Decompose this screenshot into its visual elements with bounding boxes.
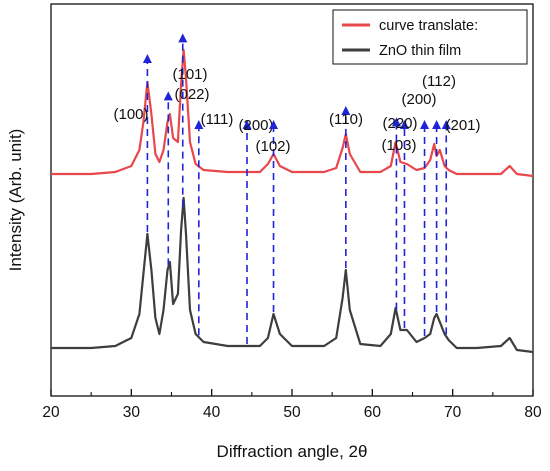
series-layer [51, 48, 534, 354]
series-line-zno-thin-film [51, 196, 534, 354]
peak-arrow [432, 120, 442, 129]
peak-arrow [399, 120, 409, 129]
peak-annotations: (100)(022)(101)(111) (200)(102)(110)(103)… [113, 33, 481, 344]
peak-label: (112) [422, 73, 456, 90]
peak-label: (111) [201, 111, 234, 128]
peak-label: (110) [329, 111, 363, 128]
x-tick-label: 30 [123, 404, 141, 421]
peak-label: (102) [255, 138, 290, 155]
x-tick-label: 80 [524, 404, 542, 421]
legend: curve translate: ZnO thin film [332, 9, 528, 65]
peak-label: (200) [238, 117, 273, 134]
peak-arrow [242, 120, 252, 129]
x-tick-label: 40 [203, 404, 221, 421]
peak-label: (200) [401, 91, 436, 108]
x-axis-ticks: 20 30 40 50 60 70 80 [42, 389, 542, 421]
peak-arrow [420, 120, 430, 129]
legend-label-zno-thin-film: ZnO thin film [379, 43, 461, 59]
peak-label: (100) [113, 106, 148, 123]
x-axis-title: Diffraction angle, 2θ [217, 442, 368, 461]
peak-arrow [391, 117, 401, 127]
peak-label: (201) [445, 117, 480, 134]
peak-label: (220) [382, 115, 417, 132]
peak-arrow [142, 54, 152, 63]
peak-arrow [441, 120, 451, 129]
y-axis-title: Intensity (Arb. unit) [6, 129, 25, 272]
peak-arrow [163, 91, 173, 101]
legend-box [332, 9, 528, 65]
peak-arrow [341, 106, 351, 115]
x-tick-label: 50 [283, 404, 301, 421]
x-tick-label: 60 [364, 404, 382, 421]
peak-label: (022) [174, 86, 209, 103]
legend-label-curve-translate: curve translate: [379, 18, 478, 34]
peak-arrow [269, 120, 279, 129]
peak-arrow [178, 33, 188, 43]
x-tick-label: 20 [42, 404, 60, 421]
peak-arrow [194, 120, 204, 129]
peak-label: (103) [381, 137, 416, 154]
peak-label: (101) [172, 66, 207, 83]
series-line-curve-translate [51, 48, 534, 178]
x-tick-label: 70 [444, 404, 462, 421]
